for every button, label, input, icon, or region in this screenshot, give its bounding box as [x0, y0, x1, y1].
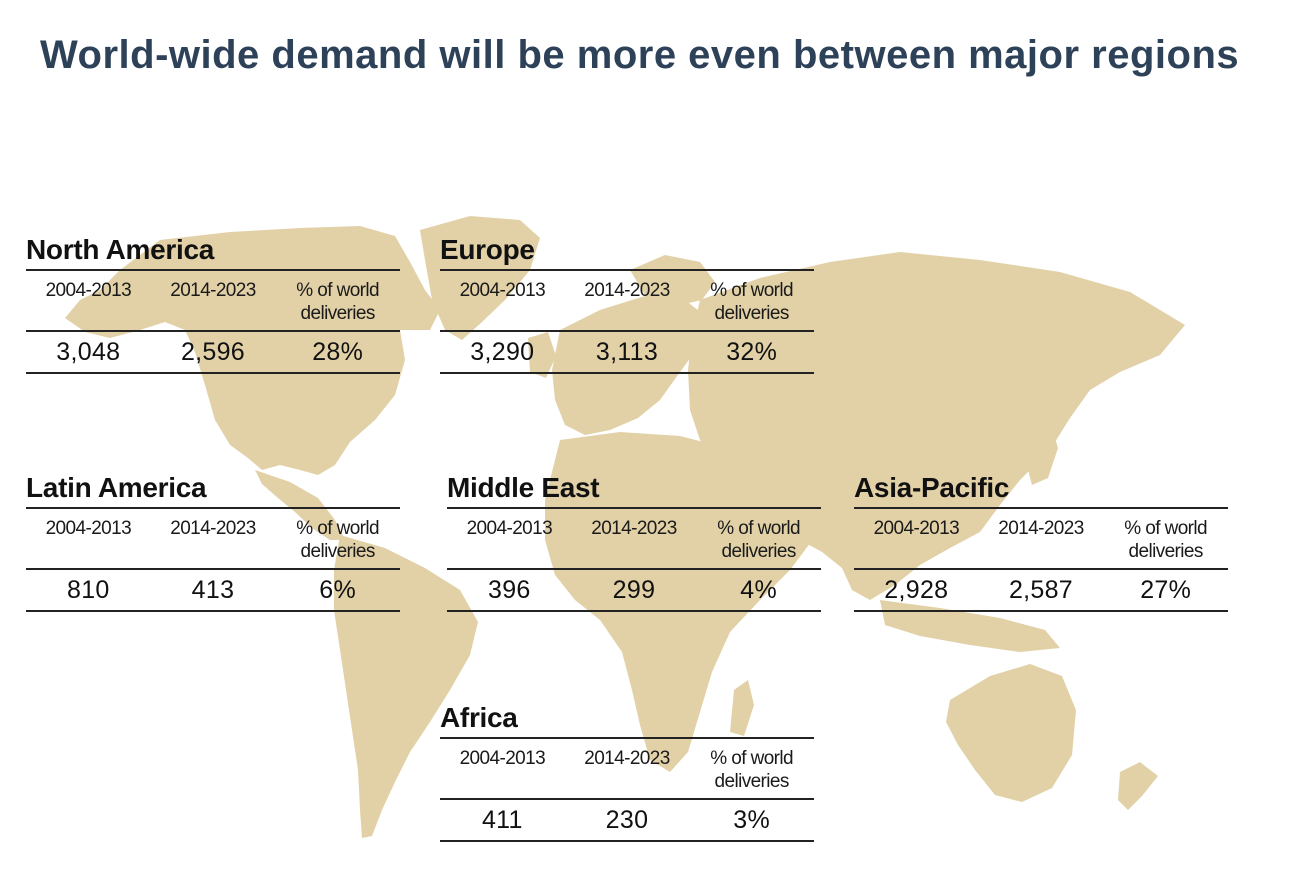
map-south-america: [334, 535, 478, 838]
value-cell: 6%: [319, 576, 357, 604]
table-header-row: 2004-2013 2014-2023 % of world deliveries: [447, 508, 821, 569]
map-greenland: [420, 216, 540, 340]
column-header: % of world deliveries: [689, 270, 814, 331]
column-header-line: deliveries: [714, 771, 790, 792]
value-cell: 396: [488, 576, 531, 604]
table-row: 396 299 4%: [447, 569, 821, 611]
column-header: 2004-2013: [45, 280, 132, 301]
region-latin-america: Latin America 2004-2013 2014-2023 % of w…: [26, 471, 400, 612]
column-header: 2004-2013: [459, 280, 546, 301]
column-header: % of world deliveries: [275, 270, 400, 331]
region-title: Latin America: [26, 472, 207, 503]
table-row: 810 413 6%: [26, 569, 400, 611]
value-cell: 27%: [1140, 576, 1192, 604]
map-uk: [528, 332, 556, 378]
value-cell: 3,290: [470, 338, 535, 366]
column-header-line: % of world: [717, 518, 800, 539]
map-new-zealand: [1118, 762, 1158, 810]
region-table: 2004-2013 2014-2023 % of world deliveries…: [447, 507, 821, 612]
map-indonesia: [880, 600, 1060, 652]
column-header-line: % of world: [710, 748, 793, 769]
table-row: 3,290 3,113 32%: [440, 331, 814, 373]
column-header-line: deliveries: [300, 541, 376, 562]
column-header-line: % of world: [296, 280, 379, 301]
table-header-row: 2004-2013 2014-2023 % of world deliveries: [26, 270, 400, 331]
column-header: % of world deliveries: [1103, 508, 1228, 569]
column-header: 2014-2023: [170, 280, 256, 301]
region-table: 2004-2013 2014-2023 % of world deliveries…: [440, 737, 814, 842]
map-africa: [545, 432, 820, 772]
value-cell: 32%: [726, 338, 778, 366]
value-cell: 299: [612, 576, 656, 604]
column-header: 2014-2023: [584, 280, 670, 301]
column-header: % of world deliveries: [689, 738, 814, 799]
table-row: 3,048 2,596 28%: [26, 331, 400, 373]
column-header-line: % of world: [1124, 518, 1207, 539]
table-header-row: 2004-2013 2014-2023 % of world deliveries: [854, 508, 1228, 569]
column-header: 2004-2013: [466, 518, 553, 539]
table-header-row: 2004-2013 2014-2023 % of world deliveries: [440, 270, 814, 331]
column-header-line: % of world: [710, 280, 793, 301]
column-header: 2014-2023: [591, 518, 677, 539]
value-cell: 411: [481, 806, 523, 834]
column-header-line: deliveries: [721, 541, 797, 562]
region-title: North America: [26, 234, 214, 265]
column-header: 2004-2013: [873, 518, 960, 539]
map-japan: [1026, 422, 1058, 485]
column-header: 2004-2013: [459, 748, 546, 769]
map-central-america: [255, 470, 345, 540]
value-cell: 810: [67, 576, 110, 604]
map-madagascar: [730, 680, 754, 736]
region-table: 2004-2013 2014-2023 % of world deliveries…: [440, 269, 814, 374]
region-asia-pacific: Asia-Pacific 2004-2013 2014-2023 % of wo…: [854, 471, 1228, 612]
region-africa: Africa 2004-2013 2014-2023 % of world del…: [440, 701, 814, 842]
region-title: Europe: [440, 234, 535, 265]
value-cell: 3,113: [595, 338, 659, 366]
value-cell: 2,928: [884, 576, 949, 604]
column-header-line: deliveries: [714, 303, 790, 324]
column-header: % of world deliveries: [696, 508, 821, 569]
value-cell: 3,048: [56, 338, 121, 366]
page-title: World-wide demand will be more even betw…: [40, 33, 1240, 77]
table-header-row: 2004-2013 2014-2023 % of world deliveries: [26, 508, 400, 569]
column-header-line: % of world: [296, 518, 379, 539]
map-asia: [688, 252, 1185, 600]
column-header: 2014-2023: [170, 518, 256, 539]
table-row: 411 230 3%: [440, 799, 814, 841]
map-europe: [552, 296, 708, 435]
column-header-line: deliveries: [300, 303, 376, 324]
column-header: 2014-2023: [998, 518, 1084, 539]
value-cell: 28%: [312, 338, 364, 366]
column-header: 2014-2023: [584, 748, 670, 769]
map-north-america: [65, 226, 440, 475]
table-header-row: 2004-2013 2014-2023 % of world deliveries: [440, 738, 814, 799]
table-row: 2,928 2,587 27%: [854, 569, 1228, 611]
value-cell: 413: [191, 576, 235, 604]
region-north-america: North America 2004-2013 2014-2023 % of w…: [26, 233, 400, 374]
value-cell: 3%: [733, 806, 771, 834]
region-title: Middle East: [447, 472, 600, 503]
region-middle-east: Middle East 2004-2013 2014-2023 % of wor…: [447, 471, 821, 612]
map-australia: [946, 664, 1076, 802]
column-header: 2004-2013: [45, 518, 132, 539]
region-table: 2004-2013 2014-2023 % of world deliveries…: [854, 507, 1228, 612]
region-title: Africa: [440, 702, 518, 733]
map-scandinavia: [630, 255, 715, 306]
column-header: % of world deliveries: [275, 508, 400, 569]
region-table: 2004-2013 2014-2023 % of world deliveries…: [26, 507, 400, 612]
region-title: Asia-Pacific: [854, 472, 1010, 503]
value-cell: 230: [605, 806, 649, 834]
value-cell: 4%: [740, 576, 778, 604]
value-cell: 2,587: [1008, 576, 1074, 604]
region-table: 2004-2013 2014-2023 % of world deliveries…: [26, 269, 400, 374]
region-europe: Europe 2004-2013 2014-2023 % of world del…: [440, 233, 814, 374]
column-header-line: deliveries: [1128, 541, 1204, 562]
value-cell: 2,596: [180, 338, 246, 366]
